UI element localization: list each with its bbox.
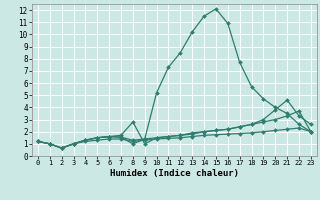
X-axis label: Humidex (Indice chaleur): Humidex (Indice chaleur) <box>110 169 239 178</box>
